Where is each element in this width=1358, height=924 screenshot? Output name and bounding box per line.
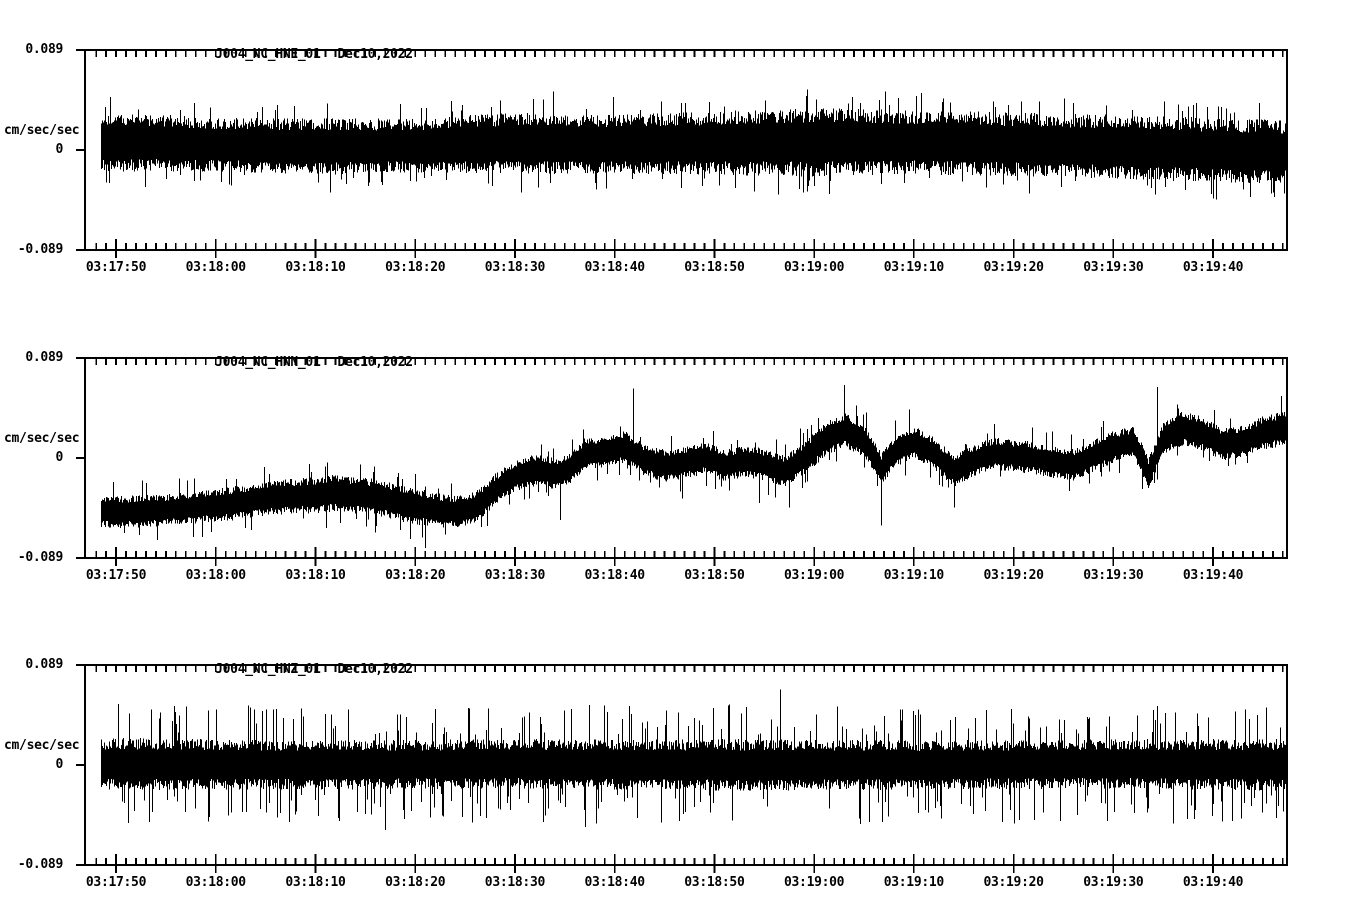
date-label: Dec10,2022 (337, 355, 413, 370)
x-tick-label: 03:19:20 (983, 568, 1044, 583)
y-max-label: 0.089 (25, 350, 63, 365)
x-tick-label: 03:18:50 (684, 260, 745, 275)
x-tick-label: 03:18:30 (484, 875, 546, 890)
y-max-label: 0.089 (25, 657, 63, 672)
x-tick-label: 03:19:30 (1083, 568, 1144, 583)
x-tick-label: 03:18:30 (484, 568, 546, 583)
y-axis-unit-label: cm/sec/sec (4, 738, 80, 753)
x-tick-label: 03:19:00 (784, 875, 845, 890)
panel-title-hnn: J004_NC_HNN_01 Dec10,2022 (185, 343, 413, 382)
x-tick-label: 03:19:00 (784, 568, 845, 583)
x-tick-label: 03:19:00 (784, 260, 845, 275)
x-tick-label: 03:19:10 (883, 260, 945, 275)
x-tick-label: 03:18:40 (584, 875, 646, 890)
panel-title-hnz: J004_NC_HNZ_01 Dec10,2022 (185, 650, 413, 689)
date-label: Dec10,2022 (337, 47, 413, 62)
x-tick-label: 03:17:50 (85, 260, 147, 275)
y-axis-unit-label: cm/sec/sec (4, 431, 80, 446)
station-channel-label: J004_NC_HNN_01 (215, 355, 321, 370)
y-axis-unit-label: cm/sec/sec (4, 123, 80, 138)
x-tick-label: 03:19:40 (1182, 260, 1244, 275)
x-tick-label: 03:18:00 (185, 875, 247, 890)
x-tick-label: 03:19:10 (883, 568, 945, 583)
y-zero-label: 0 (55, 757, 63, 772)
x-tick-label: 03:18:20 (385, 875, 446, 890)
x-tick-label: 03:18:10 (285, 875, 346, 890)
x-tick-label: 03:18:10 (285, 568, 346, 583)
y-zero-label: 0 (55, 450, 63, 465)
x-tick-label: 03:19:40 (1182, 875, 1244, 890)
y-max-label: 0.089 (25, 42, 63, 57)
x-tick-label: 03:18:50 (684, 568, 745, 583)
y-min-label: -0.089 (17, 857, 63, 872)
x-tick-label: 03:19:20 (983, 260, 1044, 275)
x-tick-label: 03:17:50 (85, 568, 147, 583)
x-tick-label: 03:18:00 (185, 260, 247, 275)
x-tick-label: 03:18:00 (185, 568, 247, 583)
x-tick-label: 03:18:30 (484, 260, 546, 275)
x-tick-label: 03:19:30 (1083, 875, 1144, 890)
x-tick-label: 03:18:20 (385, 568, 446, 583)
y-zero-label: 0 (55, 142, 63, 157)
x-tick-label: 03:19:10 (883, 875, 945, 890)
x-tick-label: 03:19:20 (983, 875, 1044, 890)
y-min-label: -0.089 (17, 550, 63, 565)
x-tick-label: 03:18:40 (584, 260, 646, 275)
station-channel-label: J004_NC_HNZ_01 (215, 662, 321, 677)
date-label: Dec10,2022 (337, 662, 413, 677)
x-tick-label: 03:19:30 (1083, 260, 1144, 275)
x-tick-label: 03:18:40 (584, 568, 646, 583)
x-tick-label: 03:17:50 (85, 875, 147, 890)
x-tick-label: 03:19:40 (1182, 568, 1244, 583)
x-tick-label: 03:18:20 (385, 260, 446, 275)
station-channel-label: J004_NC_HNE_01 (215, 47, 321, 62)
panel-title-hne: J004_NC_HNE_01 Dec10,2022 (185, 35, 413, 74)
x-tick-label: 03:18:50 (684, 875, 745, 890)
x-tick-label: 03:18:10 (285, 260, 346, 275)
y-min-label: -0.089 (17, 242, 63, 257)
